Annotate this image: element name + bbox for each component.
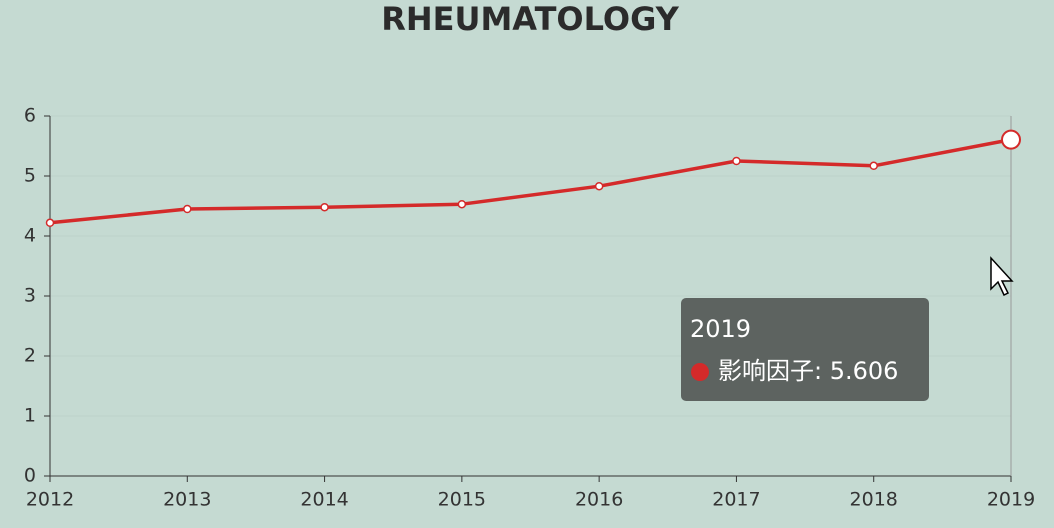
point xyxy=(594,181,604,191)
plot-area: 0 1 2 3 4 5 6 2012 2013 2014 2015 2016 2017 2018 2019 xyxy=(24,105,1035,511)
tooltip-title: 2019 xyxy=(690,315,751,343)
point xyxy=(183,204,192,214)
point xyxy=(732,156,741,166)
y-tick-label: 5 xyxy=(24,165,36,187)
point xyxy=(457,199,467,209)
x-tick-label: 2015 xyxy=(438,489,486,511)
point xyxy=(1001,129,1021,150)
x-tick-label: 2019 xyxy=(987,489,1035,511)
x-tick-label: 2013 xyxy=(163,489,211,511)
x-tick-label: 2017 xyxy=(712,489,760,511)
point xyxy=(320,202,329,212)
tooltip: 2019 影响因子: 5.606 xyxy=(681,298,929,401)
chart-title: RHEUMATOLOGY xyxy=(381,0,679,38)
point xyxy=(869,161,878,171)
cursor xyxy=(990,256,1014,297)
x-tick-label: 2014 xyxy=(300,489,348,511)
x-tick-label: 2012 xyxy=(26,489,74,511)
tooltip-box xyxy=(681,298,929,401)
tooltip-text: 影响因子: 5.606 xyxy=(718,357,898,385)
tooltip-marker xyxy=(691,363,709,381)
y-tick-label: 1 xyxy=(24,405,36,427)
y-tick-label: 0 xyxy=(24,465,36,487)
x-tick-label: 2018 xyxy=(850,489,898,511)
y-tick-label: 6 xyxy=(24,105,36,127)
line xyxy=(49,137,1012,225)
y-tick-label: 3 xyxy=(24,285,36,307)
point xyxy=(45,218,55,228)
x-tick-label: 2016 xyxy=(575,489,623,511)
y-tick-label: 2 xyxy=(24,345,36,367)
y-tick-label: 4 xyxy=(24,225,36,247)
